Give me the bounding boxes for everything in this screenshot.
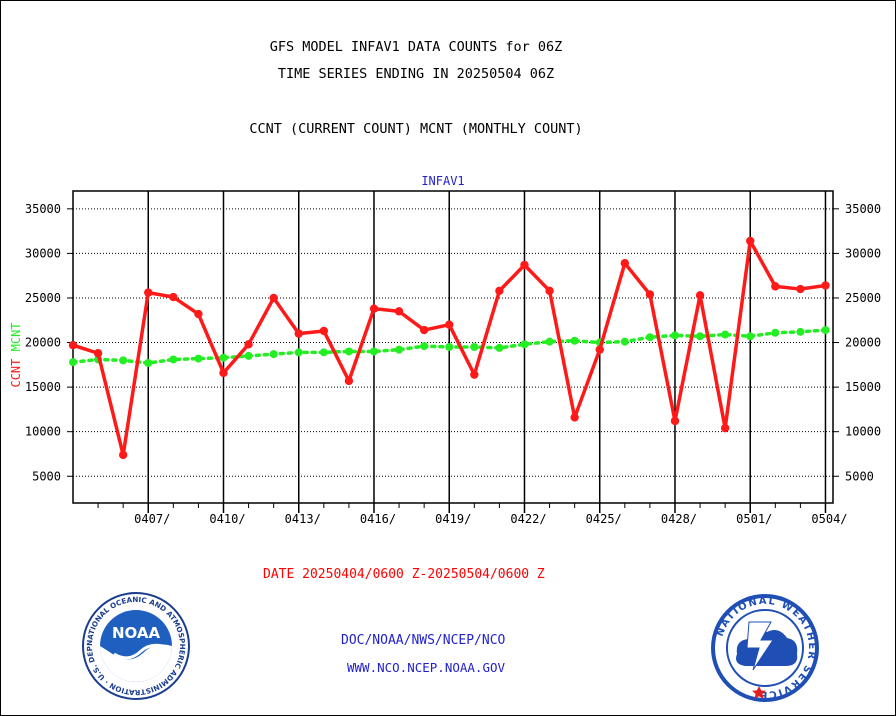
data-point-ccnt — [68, 341, 78, 350]
data-point-ccnt — [394, 307, 404, 316]
data-point-mcnt — [319, 348, 328, 357]
y-axis-label-mcnt: MCNT — [9, 322, 23, 358]
plot-title: INFAV1 — [421, 174, 464, 188]
data-point-ccnt — [244, 340, 253, 349]
y-tick-label-left: 15000 — [25, 380, 61, 394]
data-point-mcnt — [821, 326, 830, 335]
data-point-ccnt — [369, 304, 379, 313]
x-tick-label: 0413/ — [285, 512, 321, 526]
data-point-mcnt — [520, 340, 529, 349]
data-point-mcnt — [796, 327, 805, 336]
x-tick-label: 0419/ — [435, 512, 471, 526]
data-point-ccnt — [344, 376, 354, 386]
data-point-ccnt — [595, 345, 604, 354]
data-point-ccnt — [445, 320, 454, 329]
data-point-ccnt — [93, 349, 103, 358]
data-point-ccnt — [670, 416, 680, 426]
footer-website-link[interactable]: WWW.NCO.NCEP.NOAA.GOV — [347, 660, 506, 675]
data-point-mcnt — [670, 331, 679, 340]
data-point-mcnt — [169, 355, 178, 364]
chart-title-line-1: GFS MODEL INFAV1 DATA COUNTS for 06Z — [269, 39, 563, 55]
y-tick-label-left: 35000 — [25, 202, 61, 216]
x-tick-label: 0407/ — [134, 512, 170, 526]
data-point-ccnt — [720, 423, 730, 433]
x-tick-label: 0422/ — [510, 512, 546, 526]
y-tick-label-left: 30000 — [25, 246, 61, 260]
data-point-mcnt — [495, 343, 504, 352]
data-point-mcnt — [395, 345, 404, 354]
y-tick-label-right: 20000 — [845, 336, 881, 350]
data-point-ccnt — [520, 260, 529, 270]
data-point-ccnt — [771, 282, 780, 291]
nws-logo: NATIONAL WEATHER SERVICE — [711, 594, 819, 702]
y-tick-label-left: 25000 — [25, 291, 61, 305]
data-point-ccnt — [269, 293, 278, 303]
x-tick-label: 0428/ — [661, 512, 697, 526]
data-point-mcnt — [420, 342, 429, 351]
chart-title-line-3: CCNT (CURRENT COUNT) MCNT (MONTHLY COUNT… — [249, 121, 583, 137]
data-point-mcnt — [244, 351, 253, 360]
data-point-mcnt — [620, 337, 629, 346]
x-tick-label: 0501/ — [736, 512, 772, 526]
y-tick-label-right: 35000 — [845, 202, 881, 216]
data-point-mcnt — [144, 359, 153, 368]
y-axis-label: CCNT MCNT — [9, 322, 23, 387]
data-point-ccnt — [620, 259, 630, 268]
data-point-mcnt — [194, 354, 203, 363]
y-axis-label-ccnt: CCNT — [9, 359, 23, 388]
data-point-ccnt — [570, 413, 579, 422]
data-point-mcnt — [545, 337, 554, 346]
x-tick-label: 0410/ — [209, 512, 245, 526]
data-point-mcnt — [294, 348, 303, 357]
data-point-mcnt — [369, 347, 378, 356]
data-point-ccnt — [194, 309, 203, 319]
data-point-mcnt — [721, 330, 730, 339]
y-tick-label-right: 5000 — [845, 469, 874, 483]
data-point-ccnt — [545, 286, 554, 296]
y-tick-label-left: 20000 — [25, 336, 61, 350]
data-point-ccnt — [294, 329, 303, 338]
noaa-logo-text: NOAA — [112, 624, 161, 642]
data-point-mcnt — [69, 358, 77, 367]
data-point-ccnt — [118, 450, 128, 460]
data-point-ccnt — [419, 325, 429, 335]
data-point-mcnt — [119, 356, 128, 365]
y-tick-label-right: 30000 — [845, 246, 881, 260]
data-point-ccnt — [319, 326, 329, 336]
date-range-label: DATE 20250404/0600 Z-20250504/0600 Z — [263, 567, 545, 582]
data-point-ccnt — [821, 281, 830, 290]
data-point-mcnt — [269, 350, 278, 359]
data-point-mcnt — [696, 332, 705, 341]
x-tick-label: 0416/ — [360, 512, 396, 526]
data-point-mcnt — [344, 347, 353, 356]
data-point-mcnt — [746, 332, 755, 341]
y-tick-label-left: 5000 — [32, 469, 61, 483]
data-point-mcnt — [445, 343, 454, 351]
data-point-ccnt — [144, 288, 153, 297]
data-point-mcnt — [470, 343, 479, 351]
x-tick-label: 0425/ — [586, 512, 622, 526]
data-point-ccnt — [219, 368, 228, 378]
data-point-ccnt — [645, 290, 655, 299]
chart-title-line-2: TIME SERIES ENDING IN 20250504 06Z — [277, 66, 555, 82]
data-point-mcnt — [219, 353, 228, 362]
data-point-ccnt — [796, 284, 805, 294]
y-tick-label-left: 10000 — [25, 425, 61, 439]
y-tick-label-right: 15000 — [845, 380, 881, 394]
data-point-ccnt — [495, 286, 504, 296]
data-point-mcnt — [570, 336, 579, 345]
data-point-mcnt — [771, 328, 780, 337]
data-point-ccnt — [169, 292, 178, 302]
noaa-logo: NATIONAL OCEANIC AND ATMOSPHERIC ADMINIS… — [81, 591, 190, 700]
y-tick-label-right: 25000 — [845, 291, 881, 305]
data-point-ccnt — [695, 291, 705, 300]
data-point-ccnt — [470, 370, 479, 379]
footer-agency: DOC/NOAA/NWS/NCEP/NCO — [341, 633, 506, 648]
data-point-mcnt — [645, 333, 654, 342]
y-tick-label-right: 10000 — [845, 425, 881, 439]
x-tick-label: 0504/ — [811, 512, 847, 526]
data-point-ccnt — [746, 236, 755, 246]
